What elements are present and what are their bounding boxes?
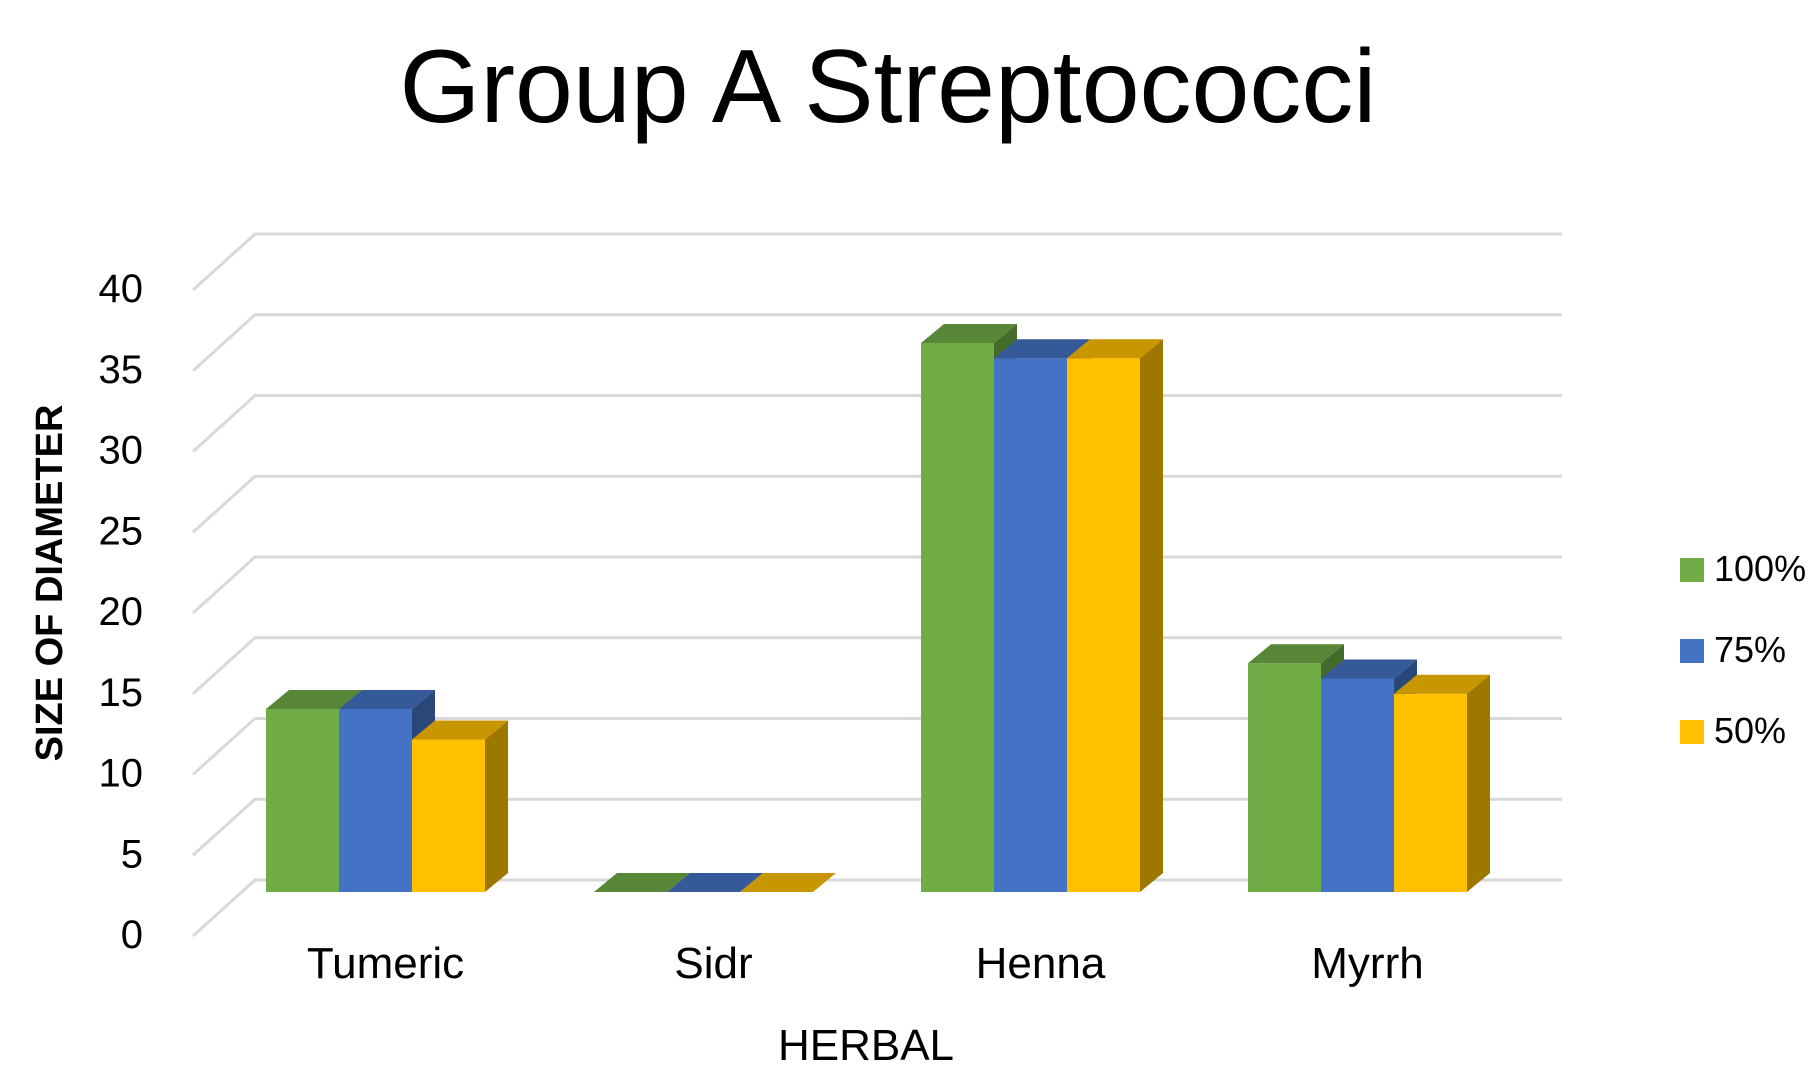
- x-category-label: Sidr: [674, 939, 752, 988]
- bar-top-face: [1067, 339, 1163, 359]
- legend: 100% 75% 50%: [1680, 548, 1806, 751]
- bar-top-face: [1394, 674, 1490, 694]
- x-axis-title: HERBAL: [778, 1021, 954, 1070]
- legend-swatch: [1680, 639, 1704, 663]
- x-category-label: Henna: [976, 939, 1106, 988]
- legend-swatch: [1680, 720, 1704, 744]
- y-tick-label: 35: [99, 348, 144, 392]
- bar-henna-50pct: [1067, 339, 1163, 892]
- y-tick-label: 15: [99, 671, 144, 715]
- bar-side-face: [485, 720, 508, 892]
- bar-front-face: [1394, 693, 1467, 892]
- bar-top-face: [994, 339, 1090, 359]
- bar-front-face: [266, 709, 339, 892]
- bar-top-face: [594, 873, 690, 892]
- y-tick-label: 30: [99, 429, 144, 473]
- grid-line: [191, 232, 1562, 292]
- bar-top-face: [412, 720, 508, 740]
- legend-label: 100%: [1714, 548, 1806, 589]
- bar-sidr-50pct: [740, 873, 836, 892]
- bar-top-face: [339, 690, 435, 709]
- bar-front-face: [339, 709, 412, 892]
- bar-sidr-75pct: [667, 873, 763, 892]
- bar-side-face: [1467, 674, 1490, 892]
- bar-top-face: [667, 873, 763, 892]
- grid-line: [191, 474, 1562, 534]
- bar-series: [266, 324, 1490, 892]
- bar-front-face: [921, 343, 994, 892]
- bar-front-face: [1321, 678, 1394, 892]
- bar-top-face: [1321, 659, 1417, 679]
- bar-myrrh-50pct: [1394, 674, 1490, 892]
- bar-top-face: [740, 873, 836, 892]
- x-category-label: Myrrh: [1311, 939, 1423, 988]
- chart-title: Group A Streptococci: [400, 29, 1377, 145]
- bar-side-face: [1140, 339, 1163, 892]
- legend-label: 50%: [1714, 710, 1786, 751]
- grid-lines: [191, 232, 1562, 938]
- grid-line: [191, 394, 1562, 453]
- y-axis-title: SIZE OF DIAMETER: [29, 405, 71, 762]
- y-tick-label: 40: [99, 267, 144, 311]
- y-tick-label: 10: [99, 752, 144, 796]
- bar-sidr-100pct: [594, 873, 690, 892]
- legend-item: 75%: [1680, 629, 1786, 670]
- legend-swatch: [1680, 558, 1704, 582]
- legend-item: 50%: [1680, 710, 1786, 751]
- bar-front-face: [994, 358, 1067, 892]
- x-axis-categories: Tumeric Sidr Henna Myrrh: [307, 939, 1424, 988]
- bar-tumeric-50pct: [412, 720, 508, 892]
- y-tick-label: 5: [121, 832, 143, 876]
- y-tick-label: 20: [99, 590, 144, 634]
- grid-line: [191, 313, 1562, 372]
- legend-item: 100%: [1680, 548, 1806, 589]
- x-category-label: Tumeric: [307, 939, 464, 988]
- bar-top-face: [1248, 644, 1344, 664]
- y-tick-label: 0: [121, 913, 143, 957]
- bar-top-face: [266, 690, 362, 709]
- y-tick-label: 25: [99, 509, 144, 553]
- grid-line: [191, 555, 1562, 615]
- bar-top-face: [921, 324, 1017, 343]
- y-axis-ticks: 0 5 10 15 20 25 30 35 40: [99, 267, 144, 957]
- bar-front-face: [412, 739, 485, 892]
- bar-front-face: [1067, 358, 1140, 892]
- bar-front-face: [1248, 663, 1321, 892]
- legend-label: 75%: [1714, 629, 1786, 670]
